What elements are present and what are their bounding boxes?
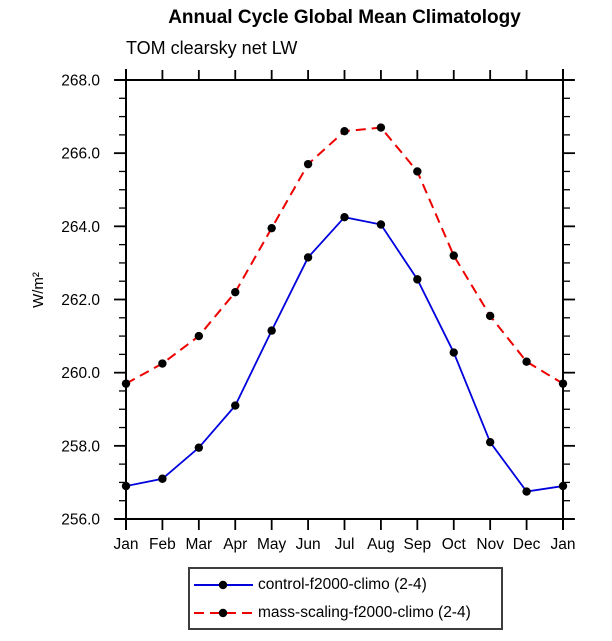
data-point-marker-1 <box>267 223 276 233</box>
data-point-marker-1 <box>558 379 568 388</box>
data-point-marker-0 <box>267 326 276 335</box>
x-tick-label: Feb <box>149 536 176 553</box>
data-point-marker-1 <box>522 357 531 366</box>
series-line-1 <box>125 126 564 385</box>
series-line-0 <box>125 216 564 493</box>
data-point-marker-0 <box>413 275 422 284</box>
y-tick-label: 264.0 <box>61 219 100 236</box>
data-point-marker-0 <box>485 437 495 447</box>
x-tick-label: Jan <box>114 536 139 553</box>
data-point-marker-1 <box>158 359 167 368</box>
y-tick-label: 260.0 <box>61 365 100 382</box>
data-point-marker-0 <box>231 401 240 410</box>
x-tick-label: Jul <box>335 536 355 553</box>
x-tick-label: Apr <box>223 536 247 553</box>
legend-sample-marker <box>218 580 228 589</box>
data-point-marker-0 <box>522 487 531 496</box>
legend: control-f2000-climo (2-4) mass-scaling-f… <box>188 567 503 630</box>
data-point-marker-1 <box>449 251 458 260</box>
legend-line-sample-mass-scaling <box>194 608 253 617</box>
x-tick-label: Jan <box>551 536 576 553</box>
data-point-marker-0 <box>121 481 131 491</box>
x-tick-label: May <box>257 536 287 553</box>
chart-title: Annual Cycle Global Mean Climatology <box>168 7 521 28</box>
data-point-marker-0 <box>449 348 458 357</box>
data-point-marker-1 <box>376 123 386 132</box>
x-tick-label: Oct <box>442 536 467 553</box>
y-tick-label: 266.0 <box>61 146 100 163</box>
data-point-marker-1 <box>413 167 422 176</box>
data-point-marker-0 <box>558 481 568 491</box>
legend-item-mass-scaling: mass-scaling-f2000-climo (2-4) <box>190 599 501 627</box>
x-tick-label: Nov <box>476 536 504 553</box>
data-point-marker-1 <box>121 379 131 388</box>
y-tick-label: 262.0 <box>61 292 100 309</box>
legend-sample-marker <box>218 608 228 617</box>
x-tick-label: Aug <box>367 536 395 553</box>
data-point-marker-1 <box>340 127 349 136</box>
data-point-marker-0 <box>303 253 313 262</box>
x-tick-label: Jun <box>296 536 321 553</box>
data-point-marker-1 <box>485 311 495 321</box>
legend-item-control: control-f2000-climo (2-4) <box>190 571 501 599</box>
x-tick-label: Sep <box>404 536 432 553</box>
x-tick-label: Dec <box>513 536 541 553</box>
data-point-marker-0 <box>158 474 167 483</box>
y-tick-label: 268.0 <box>61 73 100 90</box>
legend-line-sample-control <box>194 580 253 589</box>
data-point-marker-1 <box>231 287 240 297</box>
data-point-marker-1 <box>194 331 204 341</box>
data-point-marker-0 <box>340 212 349 222</box>
data-point-marker-0 <box>194 443 204 452</box>
y-tick-label: 256.0 <box>61 512 100 529</box>
x-tick-label: Mar <box>185 536 212 553</box>
chart-subtitle: TOM clearsky net LW <box>126 38 298 58</box>
data-point-marker-1 <box>303 159 313 169</box>
legend-label-mass-scaling: mass-scaling-f2000-climo (2-4) <box>258 603 471 621</box>
y-tick-label: 258.0 <box>61 438 100 455</box>
legend-label-control: control-f2000-climo (2-4) <box>258 575 427 593</box>
data-point-marker-0 <box>376 220 386 229</box>
